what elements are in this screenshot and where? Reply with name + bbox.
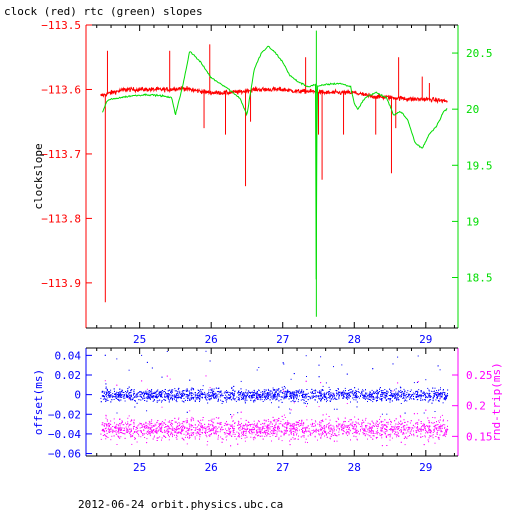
y-tick-label: −0.06 bbox=[48, 448, 81, 461]
x-tick-label: 29 bbox=[419, 333, 432, 346]
y2-tick-label: 19 bbox=[466, 215, 479, 228]
x-tick-label: 26 bbox=[205, 333, 218, 346]
y-tick-label: −0.02 bbox=[48, 408, 81, 421]
y-tick-label: −113.7 bbox=[41, 148, 81, 161]
y-tick-label: 0.04 bbox=[55, 349, 82, 362]
y2-tick-label: 0.25 bbox=[466, 369, 493, 382]
y2-tick-label: 18.5 bbox=[466, 272, 493, 285]
y-tick-label: −113.9 bbox=[41, 277, 81, 290]
footer-caption: 2012-06-24 orbit.physics.ubc.ca bbox=[78, 498, 284, 511]
x-tick-label: 28 bbox=[348, 461, 361, 474]
y-tick-label: 0 bbox=[74, 389, 81, 402]
x-tick-label: 25 bbox=[133, 333, 146, 346]
y-tick-label: 0.02 bbox=[55, 369, 82, 382]
rtc-series-line bbox=[102, 45, 448, 280]
clockslope-series-line bbox=[100, 85, 448, 105]
y2-tick-label: 20.5 bbox=[466, 47, 493, 60]
offset-scatter bbox=[100, 350, 449, 415]
y-tick-label: −113.5 bbox=[41, 19, 81, 32]
x-tick-label: 27 bbox=[276, 461, 289, 474]
x-tick-label: 28 bbox=[348, 333, 361, 346]
y2-tick-label: 0.15 bbox=[466, 430, 493, 443]
y-tick-label: −0.04 bbox=[48, 428, 81, 441]
y2-tick-label: 20 bbox=[466, 103, 479, 116]
y-axis-label: offset(ms) bbox=[32, 369, 45, 435]
x-tick-label: 26 bbox=[205, 461, 218, 474]
y2-tick-label: 19.5 bbox=[466, 159, 493, 172]
y-tick-label: −113.6 bbox=[41, 83, 81, 96]
y-tick-label: −113.8 bbox=[41, 212, 81, 225]
chart-title: clock (red) rtc (green) slopes bbox=[4, 5, 203, 18]
roundtrip-scatter bbox=[100, 375, 449, 447]
x-tick-label: 25 bbox=[133, 461, 146, 474]
x-tick-label: 29 bbox=[419, 461, 432, 474]
y-axis-label: clockslope bbox=[32, 143, 45, 209]
y2-tick-label: 0.2 bbox=[466, 400, 486, 413]
x-tick-label: 27 bbox=[276, 333, 289, 346]
y2-axis-label: rnd-trip(ms) bbox=[490, 362, 503, 441]
